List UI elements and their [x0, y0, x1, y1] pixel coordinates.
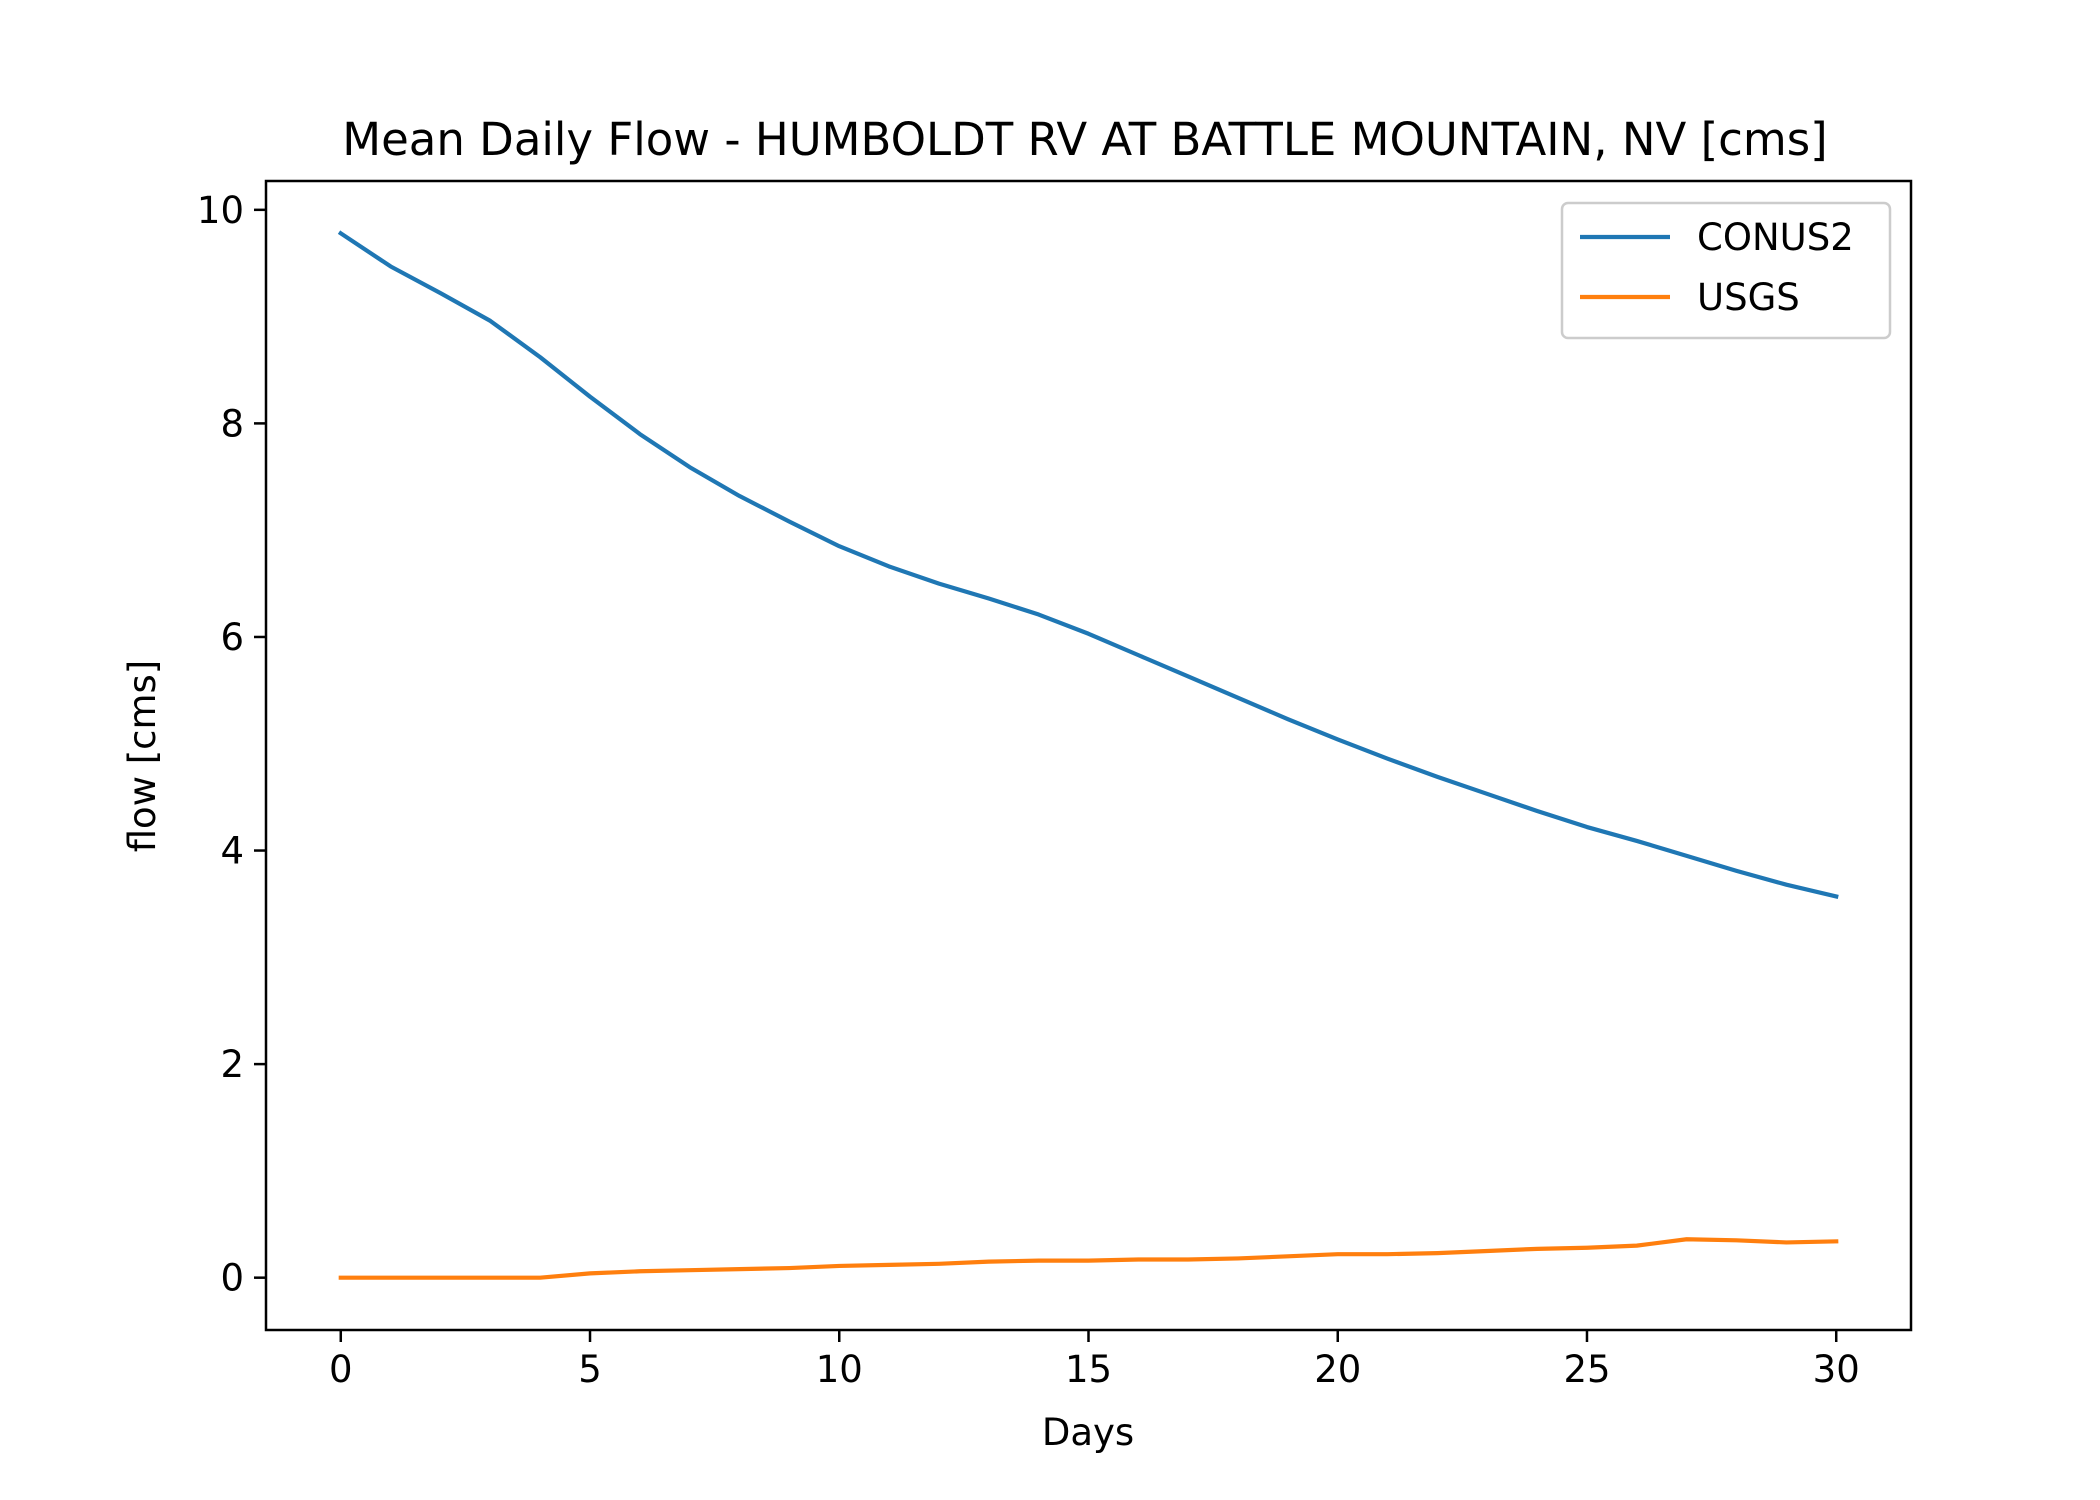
x-tick-label: 0 [329, 1348, 353, 1391]
series-line-usgs [338, 1237, 1839, 1280]
axes-frame [264, 179, 1913, 1332]
y-tick-label: 6 [220, 616, 244, 659]
series-line-conus2 [337, 230, 1839, 899]
y-tick-label: 4 [220, 830, 244, 873]
x-tick-label: 5 [578, 1348, 602, 1391]
x-tick-label: 20 [1314, 1348, 1361, 1391]
y-tick-label: 2 [220, 1043, 244, 1086]
x-tick-label: 10 [816, 1348, 863, 1391]
legend-label-conus2: CONUS2 [1697, 216, 1854, 259]
y-tick-label: 0 [220, 1257, 244, 1300]
chart-title: Mean Daily Flow - HUMBOLDT RV AT BATTLE … [342, 113, 1827, 166]
x-axis-ticks: 0 5 10 15 20 25 30 [329, 1330, 1860, 1391]
x-axis-label: Days [1042, 1411, 1134, 1454]
legend: CONUS2 USGS [1560, 201, 1892, 340]
plot-area [337, 230, 1839, 1280]
x-tick-label: 30 [1813, 1348, 1860, 1391]
legend-label-usgs: USGS [1697, 276, 1800, 319]
y-axis-ticks: 0 2 4 6 8 10 [197, 189, 266, 1300]
y-tick-label: 8 [220, 402, 244, 445]
y-tick-label: 10 [197, 189, 244, 232]
x-tick-label: 25 [1563, 1348, 1610, 1391]
y-axis-label: flow [cms] [121, 660, 164, 853]
x-tick-label: 15 [1065, 1348, 1112, 1391]
